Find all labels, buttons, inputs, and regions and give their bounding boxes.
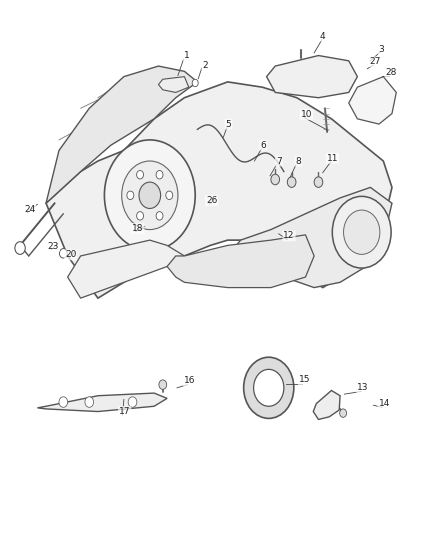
Text: 2: 2 [202, 61, 208, 69]
Circle shape [244, 357, 294, 418]
Circle shape [332, 196, 391, 268]
Polygon shape [46, 66, 198, 203]
Polygon shape [228, 188, 392, 288]
Circle shape [314, 177, 323, 188]
Text: 16: 16 [184, 376, 195, 385]
Text: 18: 18 [132, 224, 144, 233]
Circle shape [15, 241, 25, 254]
Text: 20: 20 [65, 251, 76, 260]
Polygon shape [267, 55, 357, 98]
Circle shape [339, 409, 346, 417]
Text: 27: 27 [370, 58, 381, 66]
Circle shape [192, 79, 198, 87]
Circle shape [287, 177, 296, 188]
Circle shape [128, 397, 137, 407]
Circle shape [166, 191, 173, 199]
Text: 5: 5 [226, 119, 231, 128]
Text: 6: 6 [260, 141, 266, 150]
Circle shape [159, 380, 167, 390]
Polygon shape [349, 77, 396, 124]
Text: 7: 7 [276, 157, 282, 166]
Text: 13: 13 [357, 383, 369, 392]
Text: 15: 15 [299, 375, 311, 384]
Text: 4: 4 [320, 31, 325, 41]
Text: 10: 10 [300, 110, 312, 119]
Text: 1: 1 [184, 51, 190, 60]
Circle shape [122, 161, 178, 230]
Text: 14: 14 [378, 399, 390, 408]
Text: 12: 12 [283, 231, 295, 240]
Polygon shape [67, 240, 184, 298]
Circle shape [271, 174, 279, 185]
Polygon shape [313, 391, 340, 419]
Circle shape [59, 397, 67, 407]
Circle shape [85, 397, 94, 407]
Text: 11: 11 [327, 154, 338, 163]
Circle shape [139, 182, 161, 208]
Circle shape [60, 248, 67, 258]
Circle shape [254, 369, 284, 406]
Circle shape [343, 210, 380, 254]
Circle shape [156, 212, 163, 220]
Text: 8: 8 [295, 157, 301, 166]
Polygon shape [159, 77, 189, 92]
Circle shape [137, 212, 144, 220]
Circle shape [127, 191, 134, 199]
Text: 23: 23 [48, 242, 59, 251]
Text: 26: 26 [206, 196, 217, 205]
Text: 3: 3 [378, 45, 384, 54]
Polygon shape [37, 393, 167, 411]
Circle shape [137, 171, 144, 179]
Polygon shape [46, 82, 392, 298]
Circle shape [156, 171, 163, 179]
Text: 17: 17 [119, 407, 131, 416]
Text: 24: 24 [24, 205, 35, 214]
Circle shape [104, 140, 195, 251]
Text: 28: 28 [385, 68, 397, 77]
Polygon shape [167, 235, 314, 288]
